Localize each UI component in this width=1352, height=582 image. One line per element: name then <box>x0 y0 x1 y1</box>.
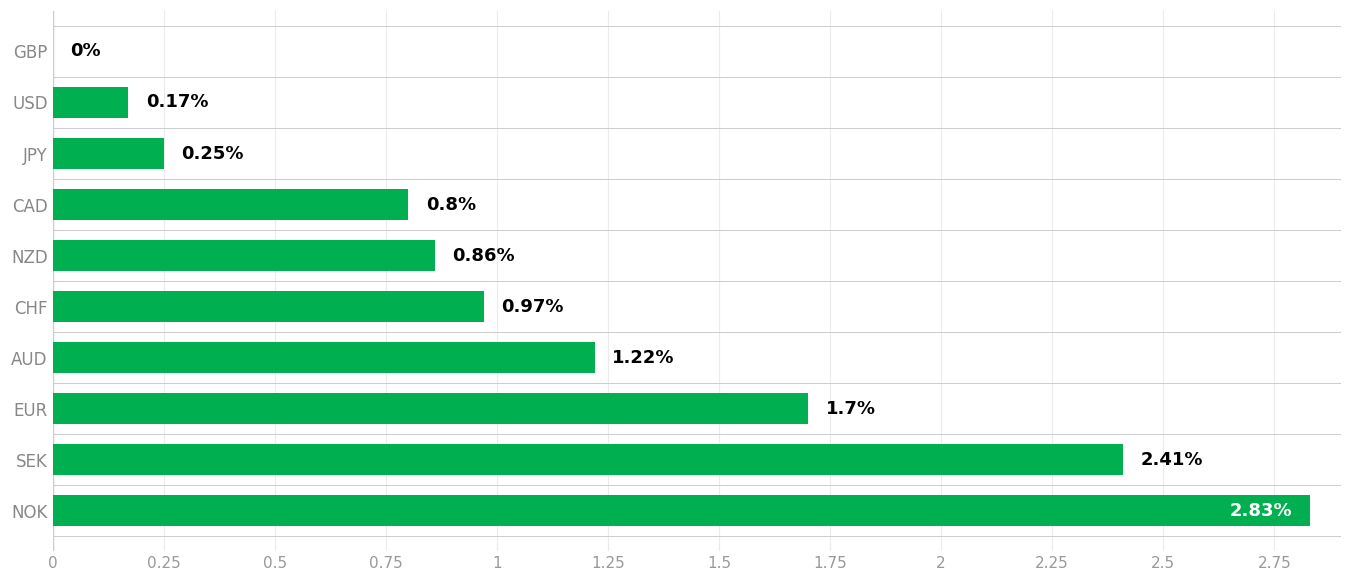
Text: 0.17%: 0.17% <box>146 94 208 112</box>
Bar <box>53 189 408 221</box>
Bar <box>53 342 595 374</box>
Text: 0.25%: 0.25% <box>181 144 245 162</box>
Text: 2.83%: 2.83% <box>1229 502 1293 520</box>
Bar <box>53 138 164 169</box>
Bar <box>53 240 435 271</box>
Bar <box>53 393 808 424</box>
Text: 0.97%: 0.97% <box>502 297 564 315</box>
Text: 0.8%: 0.8% <box>426 196 476 214</box>
Bar <box>53 495 1310 527</box>
Bar <box>53 291 484 322</box>
Bar <box>53 444 1124 475</box>
Text: 1.22%: 1.22% <box>612 349 675 367</box>
Text: 1.7%: 1.7% <box>826 400 876 418</box>
Text: 0%: 0% <box>70 42 101 61</box>
Bar <box>53 87 128 118</box>
Text: 0.86%: 0.86% <box>453 247 515 265</box>
Text: 2.41%: 2.41% <box>1141 450 1203 469</box>
